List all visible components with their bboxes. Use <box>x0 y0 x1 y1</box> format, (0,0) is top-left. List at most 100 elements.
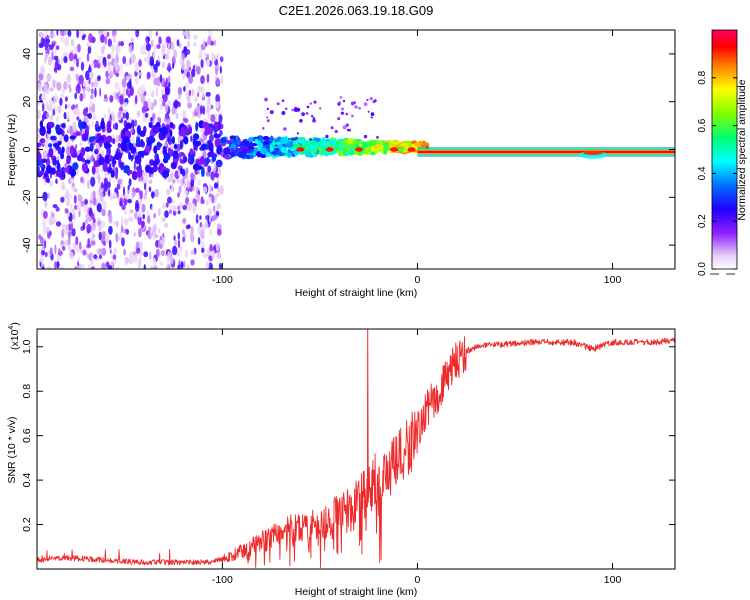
noise-speckle <box>153 63 158 70</box>
noise-speckle <box>86 253 89 259</box>
noise-speckle <box>64 96 68 102</box>
noise-speckle <box>68 52 74 62</box>
noise-speckle <box>214 39 217 47</box>
noise-speckle <box>183 86 186 92</box>
noise-speckle <box>112 123 117 130</box>
noise-speckle <box>345 123 349 127</box>
noise-speckle <box>200 75 205 84</box>
signal-hotspot <box>407 147 416 152</box>
noise-speckle <box>119 201 122 207</box>
noise-speckle <box>121 204 126 211</box>
noise-speckle <box>115 134 120 144</box>
noise-speckle <box>46 128 52 135</box>
noise-speckle <box>120 161 124 171</box>
signal-blob <box>241 141 245 147</box>
noise-speckle <box>98 223 102 233</box>
noise-speckle <box>100 34 105 44</box>
noise-speckle <box>85 106 89 113</box>
noise-speckle <box>114 82 120 90</box>
noise-speckle <box>117 178 123 185</box>
noise-speckle <box>369 97 373 101</box>
noise-speckle <box>128 143 134 151</box>
signal-blob <box>346 138 354 144</box>
noise-speckle <box>215 94 221 104</box>
noise-speckle <box>126 81 132 89</box>
noise-speckle <box>190 172 195 180</box>
noise-speckle <box>129 44 133 54</box>
signal-blob <box>258 135 264 142</box>
noise-speckle <box>69 86 72 93</box>
noise-speckle <box>170 255 174 265</box>
noise-speckle <box>136 110 141 118</box>
noise-speckle <box>38 72 44 81</box>
signal-blob <box>306 140 311 144</box>
colorbar-tick-label: 0.0 <box>697 262 708 276</box>
noise-speckle <box>127 185 130 190</box>
spec-ytick-label: 0 <box>21 146 33 152</box>
noise-speckle <box>79 93 84 102</box>
noise-speckle <box>153 98 157 107</box>
noise-speckle <box>55 124 61 133</box>
noise-speckle <box>66 111 70 121</box>
noise-speckle <box>55 221 62 227</box>
noise-speckle <box>340 111 344 115</box>
noise-speckle <box>38 170 44 176</box>
noise-speckle <box>351 114 354 118</box>
noise-speckle <box>207 151 214 158</box>
carrier-core <box>417 150 675 154</box>
noise-speckle <box>208 30 213 37</box>
noise-speckle <box>90 73 94 81</box>
noise-speckle <box>77 193 81 203</box>
noise-speckle <box>111 111 115 119</box>
noise-speckle <box>208 183 212 193</box>
noise-speckle <box>171 106 176 115</box>
noise-speckle <box>68 251 74 259</box>
noise-speckle <box>105 70 109 79</box>
noise-speckle <box>50 211 54 216</box>
snr-frame <box>36 328 676 570</box>
noise-speckle <box>122 112 126 119</box>
noise-speckle <box>60 93 64 100</box>
noise-speckle <box>64 239 69 246</box>
noise-speckle <box>314 120 317 123</box>
noise-speckle <box>89 252 93 262</box>
noise-speckle <box>172 179 176 184</box>
noise-speckle <box>69 145 75 156</box>
noise-speckle <box>194 199 197 207</box>
noise-speckle <box>281 111 286 115</box>
colorbar-ticks: 0.0 0.2 0.4 0.6 0.8 <box>697 70 737 276</box>
signal-blob <box>254 147 259 154</box>
noise-speckle <box>91 120 94 127</box>
noise-speckle <box>103 61 107 68</box>
carrier-bump-core <box>583 150 604 155</box>
noise-speckle <box>40 65 45 75</box>
noise-speckle <box>120 62 123 72</box>
noise-speckle <box>89 199 95 204</box>
noise-speckle <box>46 72 52 83</box>
noise-speckle <box>165 36 172 44</box>
noise-speckle <box>109 249 112 254</box>
noise-speckle <box>66 156 71 164</box>
noise-speckle <box>151 90 155 98</box>
signal-blob <box>237 151 246 158</box>
noise-speckle <box>158 97 164 103</box>
noise-speckle <box>339 96 343 99</box>
noise-speckle <box>151 112 156 120</box>
signal-blob <box>332 140 337 145</box>
signal-blob <box>235 135 239 141</box>
noise-speckle <box>184 82 190 88</box>
noise-speckle <box>78 241 82 250</box>
noise-speckle <box>104 35 107 45</box>
noise-speckle <box>167 176 173 183</box>
noise-speckle <box>64 104 67 110</box>
noise-speckle <box>72 162 79 171</box>
noise-speckle <box>182 52 185 62</box>
noise-speckle <box>215 242 220 252</box>
noise-speckle <box>219 56 224 63</box>
noise-speckle <box>78 56 81 61</box>
signal-blob <box>230 148 235 153</box>
noise-speckle <box>205 91 211 97</box>
noise-speckle <box>159 235 162 241</box>
noise-speckle <box>101 262 106 269</box>
